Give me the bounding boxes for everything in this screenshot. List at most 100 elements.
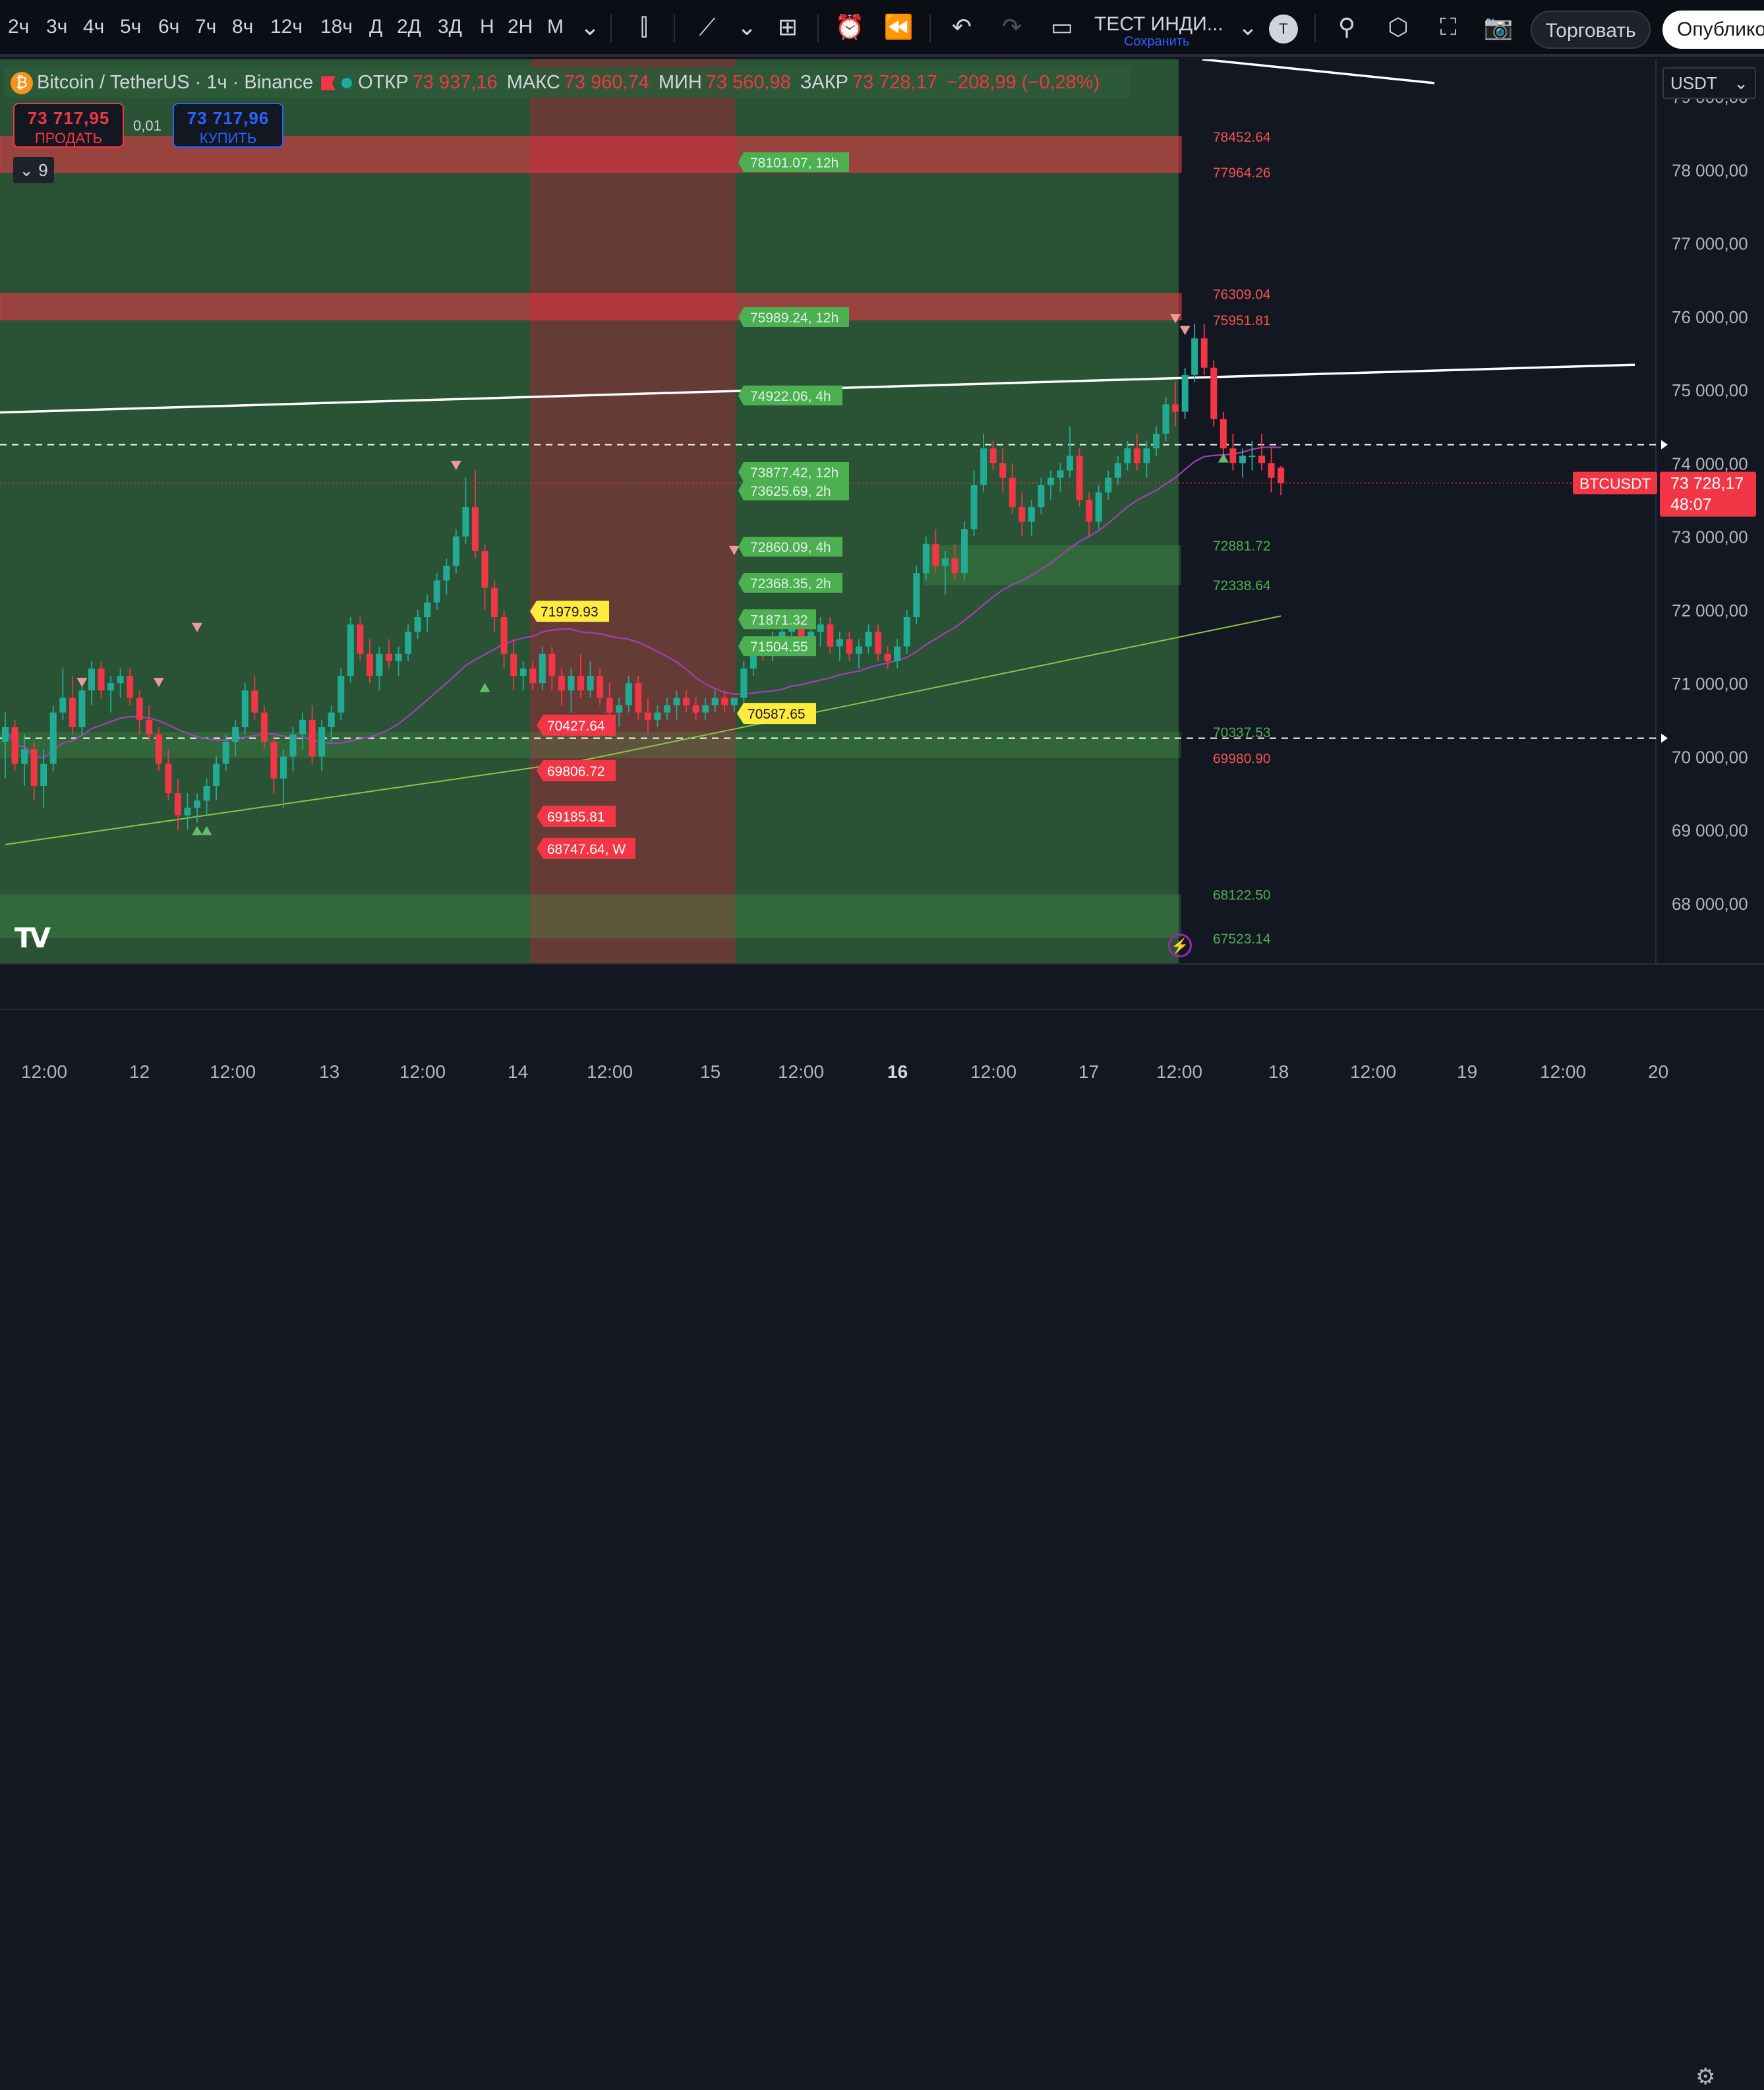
candle-body: [107, 683, 115, 691]
candle-body: [1249, 456, 1256, 458]
timeframe-14[interactable]: М: [547, 16, 564, 38]
htf-level-text: 71504.55: [750, 640, 808, 655]
htf-level-text: 72368.35, 2h: [750, 576, 831, 591]
timeframe-1[interactable]: 3ч: [46, 16, 68, 38]
candles-icon[interactable]: ⫿: [640, 13, 648, 40]
chevron-down-icon[interactable]: ⌄: [1237, 13, 1258, 40]
avatar[interactable]: T: [1269, 15, 1298, 44]
quick-search-icon[interactable]: ⚲: [1338, 13, 1356, 40]
htf-level-text: 74922.06, 4h: [750, 389, 831, 404]
layout-icon[interactable]: ▭: [1050, 13, 1073, 40]
timeframe-8[interactable]: 18ч: [320, 16, 353, 38]
buy-button[interactable]: 73 717,96 КУПИТЬ: [173, 103, 283, 148]
lightning-icon[interactable]: ⚡: [1168, 934, 1192, 957]
timeframe-13[interactable]: 2Н: [508, 16, 533, 38]
right-level-text: 68122.50: [1213, 887, 1271, 903]
undo-icon[interactable]: ↶: [951, 13, 972, 40]
sell-button[interactable]: 73 717,95 ПРОДАТЬ: [13, 103, 124, 148]
trade-button[interactable]: Торговать: [1531, 11, 1651, 49]
alert-icon[interactable]: ⏰: [835, 13, 865, 40]
sell-signal-icon: [450, 460, 461, 470]
top-toolbar: 2ч 3ч 4ч 5ч 6ч 7ч 8ч 12ч 18ч Д 2Д 3Д Н 2Н М ⌄ ⫿ ⟋ ⌄ ⊞ …: [0, 0, 1764, 57]
candle-body: [289, 734, 297, 757]
candle-body: [740, 668, 748, 698]
indicator-save-link[interactable]: Сохранить: [1124, 34, 1190, 49]
red-zone: [530, 59, 736, 964]
timeframe-9[interactable]: Д: [369, 16, 383, 38]
gear-icon[interactable]: ⚙: [1695, 2064, 1716, 2089]
camera-icon[interactable]: 📷: [1483, 13, 1514, 40]
timeframe-11[interactable]: 3Д: [438, 16, 463, 38]
indicator-name[interactable]: ТЕСТ ИНДИ...: [1094, 13, 1223, 35]
candle-body: [961, 529, 968, 574]
candle-body: [827, 624, 834, 647]
htf-level-text: 71871.32: [750, 612, 808, 628]
timeframe-10[interactable]: 2Д: [397, 16, 422, 38]
candle-body: [1220, 419, 1227, 449]
htf-level-tag: [738, 572, 842, 593]
candle-body: [49, 712, 57, 764]
candle-body: [1210, 367, 1218, 419]
candle-body: [136, 698, 143, 720]
htf-level-text: 78101.07, 12h: [750, 156, 838, 171]
high-label: МАКС: [506, 72, 560, 93]
countdown-text: 48:07: [1670, 496, 1712, 514]
timeframe-5[interactable]: 7ч: [195, 16, 217, 38]
level-label-text: 69806.72: [547, 764, 605, 779]
chevron-down-icon[interactable]: ⌄: [579, 13, 601, 40]
level-label-tag: [537, 714, 616, 736]
replay-icon[interactable]: ⏪: [883, 13, 914, 40]
candle-body: [203, 785, 210, 801]
time-axis[interactable]: 12:00 12 12:00 13 12:00 14 12:00 15 12:00 16 12:00…: [0, 1009, 1764, 2089]
timeframe-2[interactable]: 4ч: [83, 16, 105, 38]
candle-body: [184, 808, 191, 816]
tradingview-logo[interactable]: TV: [15, 922, 51, 954]
sell-signal-icon: [76, 678, 88, 688]
candle-body: [405, 632, 412, 654]
candle-body: [692, 705, 699, 713]
currency-select[interactable]: USDT ⌄: [1662, 67, 1756, 99]
candle-body: [721, 698, 728, 705]
fullscreen-icon[interactable]: ⛶: [1440, 13, 1457, 40]
demand-box: [0, 731, 1181, 758]
symbol-title[interactable]: Bitcoin / TetherUS · 1ч · Binance: [37, 72, 314, 93]
timeframe-0[interactable]: 2ч: [8, 16, 30, 38]
candle-body: [1105, 477, 1112, 493]
candle-body: [548, 653, 556, 676]
timeframe-3[interactable]: 5ч: [120, 16, 142, 38]
chevron-down-icon[interactable]: ⌄: [736, 13, 757, 40]
candle-body: [414, 617, 421, 632]
time-label: 12:00: [1350, 1061, 1397, 1082]
change-value: −208,99 (−0,28%): [947, 72, 1100, 93]
candle-body: [78, 690, 86, 727]
candle-body: [433, 580, 440, 603]
level-label-tag: [537, 837, 635, 859]
candle-body: [1162, 404, 1169, 434]
candle-body: [491, 587, 498, 618]
settings-icon[interactable]: ⬡: [1388, 13, 1409, 40]
indicators-collapse-button[interactable]: ⌄ 9: [13, 157, 54, 183]
right-level-text: 70337.53: [1213, 725, 1271, 740]
timeframe-6[interactable]: 8ч: [232, 16, 254, 38]
bitcoin-icon: ₿: [11, 72, 33, 95]
candle-body: [98, 668, 105, 691]
right-level-text: 75951.81: [1213, 313, 1271, 328]
timeframe-12[interactable]: Н: [480, 16, 494, 38]
trend-line-upper: [1202, 59, 1435, 84]
layout-grid-icon[interactable]: ⊞: [777, 13, 798, 40]
ma-green-line: [5, 615, 1281, 845]
candle-body: [127, 676, 134, 698]
redo-icon[interactable]: ↷: [1001, 13, 1022, 40]
timeframe-4[interactable]: 6ч: [158, 16, 180, 38]
price-tick: 69 000,00: [1672, 821, 1748, 841]
candle-body: [606, 698, 613, 713]
indicators-icon[interactable]: ⟋: [699, 13, 716, 40]
timeframe-7[interactable]: 12ч: [270, 16, 303, 38]
flag-icon[interactable]: [321, 76, 336, 91]
candle-body: [616, 705, 623, 713]
publish-button[interactable]: Опублико: [1662, 11, 1764, 49]
candle-body: [30, 749, 38, 786]
candle-body: [471, 507, 479, 551]
level-label-tag: [737, 703, 816, 725]
